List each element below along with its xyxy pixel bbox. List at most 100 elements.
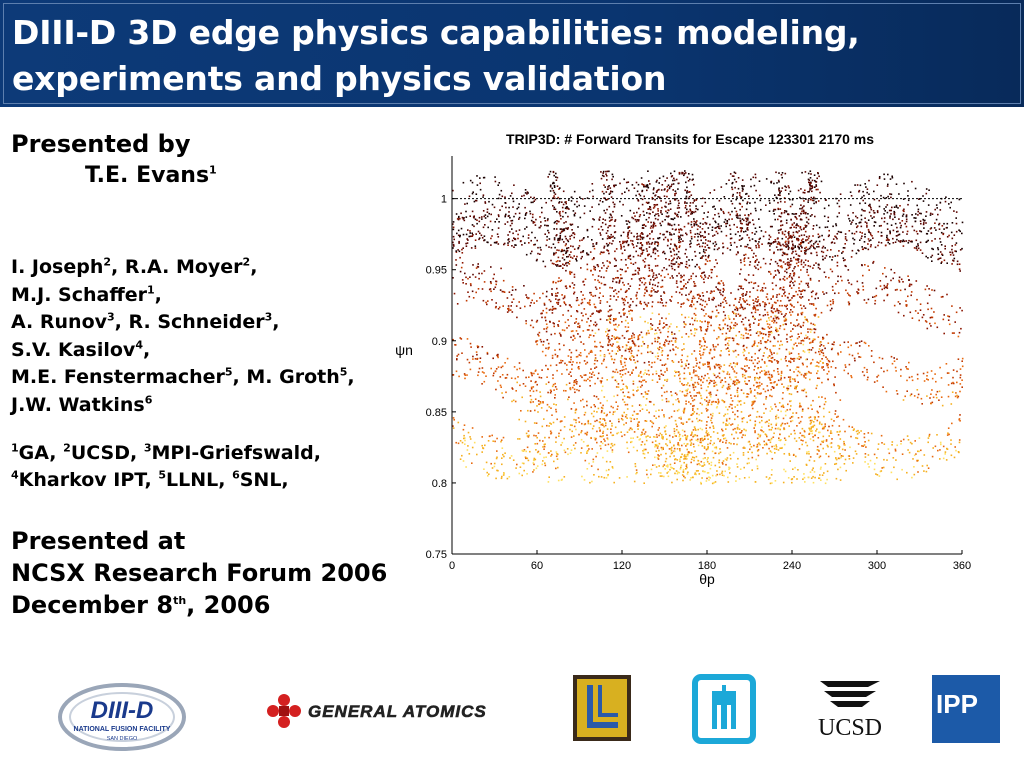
scatter-point — [569, 285, 571, 288]
scatter-point — [733, 178, 736, 181]
scatter-point — [574, 381, 577, 384]
scatter-point — [710, 436, 712, 438]
scatter-point — [883, 213, 885, 215]
scatter-point — [460, 227, 463, 230]
scatter-point — [665, 443, 667, 445]
scatter-point — [889, 231, 891, 234]
scatter-point — [652, 248, 655, 250]
scatter-point — [656, 341, 659, 343]
scatter-point — [589, 303, 591, 306]
scatter-point — [556, 369, 558, 372]
scatter-point — [658, 449, 660, 452]
scatter-point — [589, 481, 591, 484]
scatter-point — [718, 215, 720, 218]
scatter-point — [558, 220, 560, 223]
scatter-point — [695, 357, 697, 360]
scatter-point — [911, 375, 913, 378]
scatter-point — [475, 233, 477, 235]
scatter-point — [931, 260, 933, 262]
scatter-point — [644, 292, 646, 294]
scatter-point — [887, 183, 889, 186]
scatter-point — [870, 206, 872, 209]
scatter-point — [517, 438, 519, 440]
scatter-point — [820, 311, 823, 314]
presenter-name: T.E. Evans — [85, 163, 210, 188]
scatter-point — [535, 422, 538, 424]
scatter-point — [544, 265, 547, 268]
scatter-point — [638, 207, 640, 210]
scatter-point — [690, 235, 693, 238]
scatter-point — [561, 441, 564, 444]
scatter-point — [910, 294, 912, 297]
collaborator-line: M.E. Fenstermacher5, M. Groth5, — [11, 364, 411, 392]
scatter-point — [568, 199, 570, 201]
scatter-point — [905, 220, 908, 223]
scatter-point — [573, 190, 576, 193]
scatter-point — [574, 442, 577, 444]
scatter-point — [627, 348, 630, 350]
scatter-point — [777, 241, 780, 243]
scatter-point — [707, 416, 710, 418]
scatter-point — [628, 226, 630, 228]
scatter-point — [679, 448, 681, 450]
scatter-point — [867, 228, 870, 231]
scatter-point — [529, 389, 531, 392]
scatter-point — [615, 259, 617, 262]
affiliation-text: UCSD, — [70, 441, 144, 464]
scatter-point — [607, 330, 610, 332]
scatter-point — [514, 288, 517, 291]
scatter-point — [664, 236, 667, 239]
scatter-point — [660, 189, 663, 191]
scatter-point — [722, 301, 724, 304]
scatter-point — [903, 314, 905, 317]
scatter-point — [592, 243, 594, 245]
scatter-point — [491, 203, 494, 206]
scatter-point — [553, 307, 556, 310]
scatter-point — [599, 302, 602, 304]
scatter-point — [615, 323, 617, 326]
scatter-point — [876, 184, 879, 186]
scatter-point — [908, 279, 910, 281]
scatter-point — [573, 233, 576, 236]
scatter-point — [527, 430, 530, 432]
scatter-point — [594, 367, 596, 369]
scatter-point — [632, 356, 635, 358]
scatter-point — [655, 248, 657, 251]
scatter-point — [580, 447, 583, 449]
scatter-point — [955, 392, 957, 394]
scatter-point — [731, 400, 734, 402]
scatter-point — [562, 253, 565, 256]
scatter-point — [897, 207, 899, 209]
scatter-point — [680, 303, 683, 305]
scatter-point — [621, 355, 623, 357]
scatter-point — [475, 291, 477, 294]
scatter-point — [500, 439, 503, 441]
scatter-point — [941, 404, 944, 407]
scatter-point — [532, 471, 534, 473]
scatter-point — [598, 421, 601, 423]
scatter-point — [591, 329, 594, 332]
scatter-point — [913, 217, 915, 219]
scatter-point — [689, 246, 692, 248]
scatter-point — [481, 451, 483, 453]
scatter-point — [708, 254, 710, 257]
scatter-point — [459, 270, 462, 273]
scatter-point — [780, 405, 783, 408]
scatter-point — [709, 192, 711, 194]
scatter-point — [676, 214, 678, 217]
scatter-point — [465, 283, 467, 285]
scatter-point — [662, 384, 665, 387]
scatter-point — [709, 348, 712, 351]
scatter-point — [497, 308, 500, 310]
scatter-point — [658, 337, 660, 339]
scatter-point — [656, 264, 659, 267]
scatter-point — [713, 248, 716, 251]
scatter-point — [805, 282, 808, 285]
scatter-point — [532, 459, 535, 462]
scatter-point — [641, 253, 643, 255]
scatter-point — [687, 363, 690, 365]
scatter-point — [845, 289, 847, 292]
scatter-point — [542, 401, 544, 404]
scatter-point — [640, 393, 643, 395]
scatter-point — [685, 468, 687, 470]
